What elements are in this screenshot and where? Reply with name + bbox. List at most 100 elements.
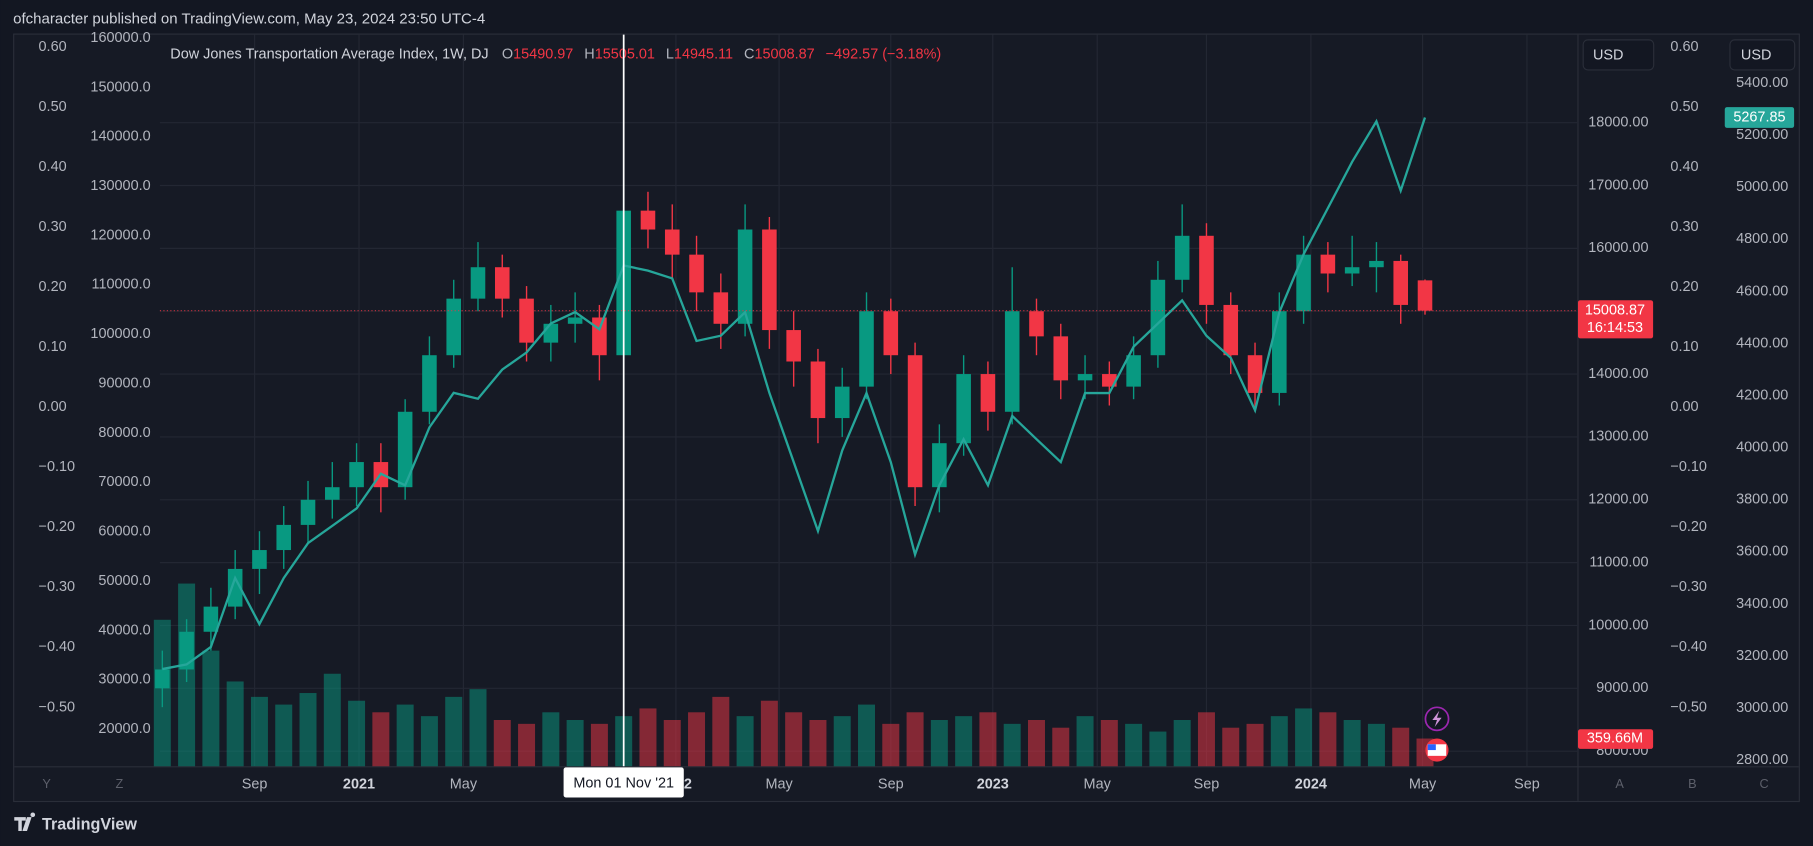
volume-bar [1197,712,1215,767]
scale-button[interactable]: Z [116,776,124,791]
price-badge-label: 15008.87 [1585,302,1645,318]
y3-tick-label: 0.30 [39,219,67,235]
currency-button[interactable] [1729,39,1796,71]
crosshair-label-box [563,767,684,798]
candle-body [349,462,364,488]
candle-body [397,411,413,488]
volume-bar [348,700,366,767]
y4-tick-label: 80000.0 [98,425,150,441]
legend-value: 15490.97 [513,46,573,62]
candle-body [834,386,850,419]
volume-bar [1295,708,1313,767]
y4-tick-label: 110000.0 [91,277,150,293]
currency-label[interactable]: USD [1593,47,1623,63]
candle-body [1417,280,1433,311]
currency-label[interactable]: USD [1741,47,1771,63]
x-tick-label: 2024 [1295,777,1327,793]
candle-body [1344,267,1360,274]
legend-value: 15505.01 [595,46,655,62]
candle-body [762,229,777,331]
y3-tick-label: 0.20 [39,279,67,295]
y3-tick-label: 0.60 [1670,39,1698,55]
candle-body [276,524,292,551]
candle-body [932,443,947,488]
volume-bar [1173,720,1191,767]
scale-button[interactable]: C [1759,776,1768,791]
volume-bar [445,696,463,767]
y4-tick-label: 140000.0 [90,129,150,145]
candle-body [883,311,899,356]
x-tick-label: May [1409,777,1437,793]
brand-logo [14,812,36,831]
candle-body [567,317,583,324]
y2-tick-label: 4200.00 [1736,387,1788,403]
volume-bar [1003,723,1021,767]
candle-body [1150,279,1166,356]
scale-button[interactable]: A [1615,776,1624,791]
candle-body [980,374,996,412]
plot [153,103,1434,767]
volume-bar [1392,727,1410,767]
volume-bar [760,700,778,767]
y2-tick-label: 3400.00 [1736,596,1788,612]
y-tick-label: 13000.00 [1588,429,1648,445]
scale-button[interactable]: Y [42,776,51,791]
x-tick-label: 2023 [977,777,1009,793]
volume-bar [785,712,803,767]
candle-body [1126,355,1141,387]
y3-tick-label: 0.60 [39,39,67,55]
candle-body [713,292,729,324]
y4-tick-label: 90000.0 [98,375,150,391]
overlay: 15008.87 16:14:53 5267.85 359.66M Mon 01 Nov… [159,34,1795,798]
y3-tick-label: 0.40 [1670,159,1698,175]
y4-tick-label: 130000.0 [90,178,150,194]
volume-bar [1343,720,1361,767]
candle-body [1029,311,1044,337]
volume-bar [518,723,536,767]
y3-tick-label: 0.00 [39,399,67,415]
candle-body [494,267,510,299]
candle-body [203,606,219,632]
y-tick-label: 10000.00 [1588,617,1648,633]
volume-bar [299,693,317,767]
y2-tick-label: 3600.00 [1736,544,1788,560]
y2-tick-label: 5200.00 [1736,127,1788,143]
brand-name: TradingView [42,815,137,833]
candle-body [786,330,801,362]
candle-body [422,355,437,412]
candle-body [907,355,923,488]
header-title: ofcharacter published on TradingView.com… [13,11,485,28]
candle-body [179,631,194,670]
candle-body [640,210,656,230]
volume-bar [1367,723,1385,767]
candle-body [689,254,704,293]
y4-tick-label: 20000.0 [98,721,150,737]
scale-button[interactable]: B [1688,776,1696,791]
volume-bar [1027,720,1045,767]
candle-body [1004,311,1020,412]
y-tick-label: 9000.00 [1596,680,1648,696]
candle-body [325,487,340,500]
y2-tick-label: 5400.00 [1736,75,1788,91]
currency-button[interactable] [1582,39,1655,71]
volume-badge [1577,729,1654,749]
candle-body [1296,254,1311,312]
y2-tick-label: 4600.00 [1736,283,1788,299]
y2-tick-label: 5000.00 [1736,179,1788,195]
volume-bar [688,712,706,767]
chart-panel [13,33,1800,803]
candle-body [737,229,753,324]
country-icon [1427,744,1436,751]
candle-body [300,499,316,525]
candle-body [1393,260,1409,305]
candle-body [1320,254,1336,274]
candle-body [859,311,874,387]
volume-bar [1125,723,1143,767]
volume-bar [809,720,827,767]
y3-tick-label: −0.50 [1670,699,1707,715]
volume-bar [930,720,948,767]
overlay-badge [1724,107,1795,128]
country-icon [1427,744,1447,756]
x-tick-label: May [1084,777,1112,793]
